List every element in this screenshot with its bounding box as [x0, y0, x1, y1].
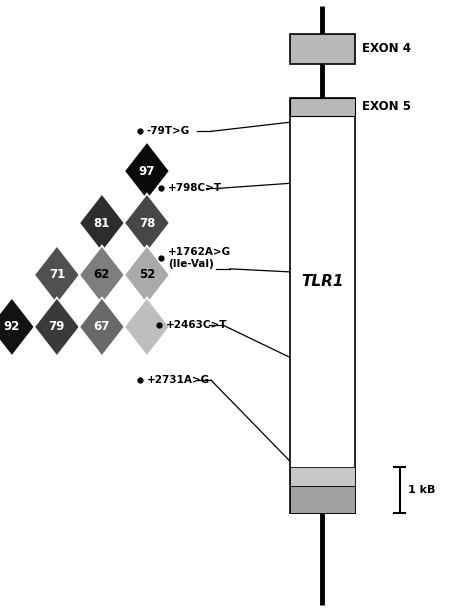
- Bar: [290, 98, 355, 116]
- Text: 71: 71: [49, 268, 65, 282]
- Polygon shape: [79, 194, 125, 252]
- Text: TLR1: TLR1: [301, 274, 344, 288]
- Polygon shape: [124, 142, 170, 200]
- Polygon shape: [124, 298, 170, 356]
- Polygon shape: [0, 298, 35, 356]
- Text: 79: 79: [49, 320, 65, 334]
- Text: EXON 4: EXON 4: [362, 42, 410, 56]
- Text: +2463C>T: +2463C>T: [166, 320, 228, 330]
- Bar: [290, 34, 355, 64]
- Text: -79T>G: -79T>G: [147, 126, 190, 136]
- Text: 62: 62: [94, 268, 110, 282]
- Text: +798C>T: +798C>T: [168, 183, 222, 193]
- Polygon shape: [124, 246, 170, 304]
- Text: EXON 5: EXON 5: [362, 100, 410, 114]
- Text: 81: 81: [94, 216, 110, 230]
- Bar: [290, 98, 355, 513]
- Text: 67: 67: [94, 320, 110, 334]
- Text: 78: 78: [139, 216, 155, 230]
- Polygon shape: [124, 194, 170, 252]
- Text: 97: 97: [139, 164, 155, 178]
- Text: 52: 52: [139, 268, 155, 282]
- Polygon shape: [34, 298, 80, 356]
- Text: 1 kB: 1 kB: [408, 485, 436, 496]
- Bar: [290, 486, 355, 513]
- Text: 92: 92: [4, 320, 20, 334]
- Polygon shape: [34, 246, 80, 304]
- Bar: [290, 467, 355, 486]
- Polygon shape: [79, 246, 125, 304]
- Polygon shape: [79, 298, 125, 356]
- Text: +1762A>G
(Ile-Val): +1762A>G (Ile-Val): [168, 247, 231, 269]
- Text: +2731A>G: +2731A>G: [147, 375, 210, 385]
